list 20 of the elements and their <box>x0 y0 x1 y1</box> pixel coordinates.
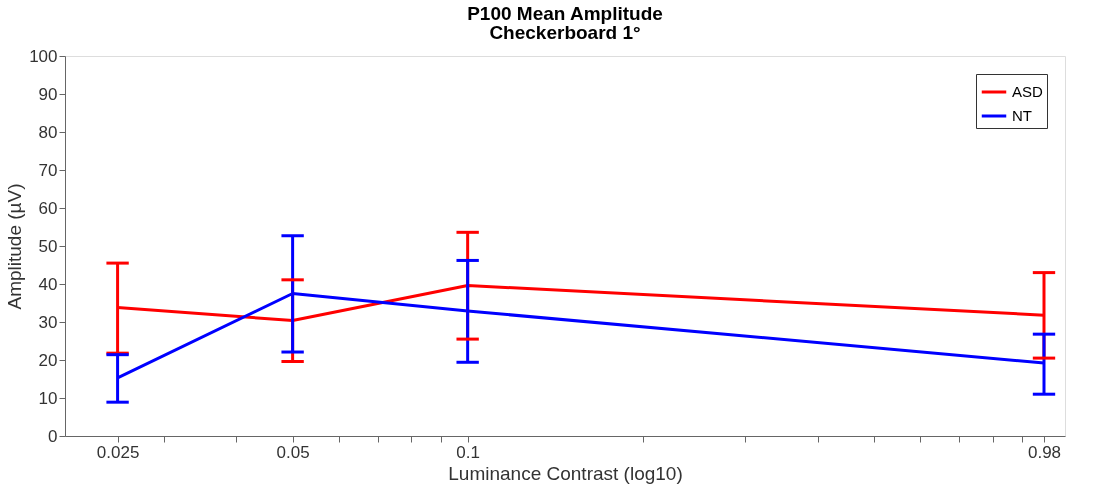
x-tick-label: 0.025 <box>96 442 140 462</box>
x-axis-title: Luminance Contrast (log10) <box>448 462 683 484</box>
x-tick-label: 0.1 <box>456 442 480 462</box>
y-tick-label: 10 <box>38 388 58 408</box>
y-tick-label: 40 <box>38 274 58 294</box>
y-tick-label: 60 <box>38 198 58 218</box>
y-tick-label: 70 <box>38 160 58 180</box>
y-tick-label: 20 <box>38 350 58 370</box>
y-axis-title: Amplitude (µV) <box>4 183 26 310</box>
y-tick-label: 80 <box>38 122 58 142</box>
legend-label: NT <box>1012 107 1032 124</box>
y-tick-label: 50 <box>38 236 58 256</box>
x-tick-label: 0.05 <box>276 442 310 462</box>
y-tick-label: 100 <box>29 46 58 66</box>
chart-title: P100 Mean Amplitude <box>467 3 663 24</box>
y-tick-label: 30 <box>38 312 58 332</box>
legend-label: ASD <box>1012 83 1044 100</box>
y-tick-label: 0 <box>48 426 58 446</box>
y-tick-label: 90 <box>38 84 58 104</box>
x-tick-label: 0.98 <box>1027 442 1062 462</box>
